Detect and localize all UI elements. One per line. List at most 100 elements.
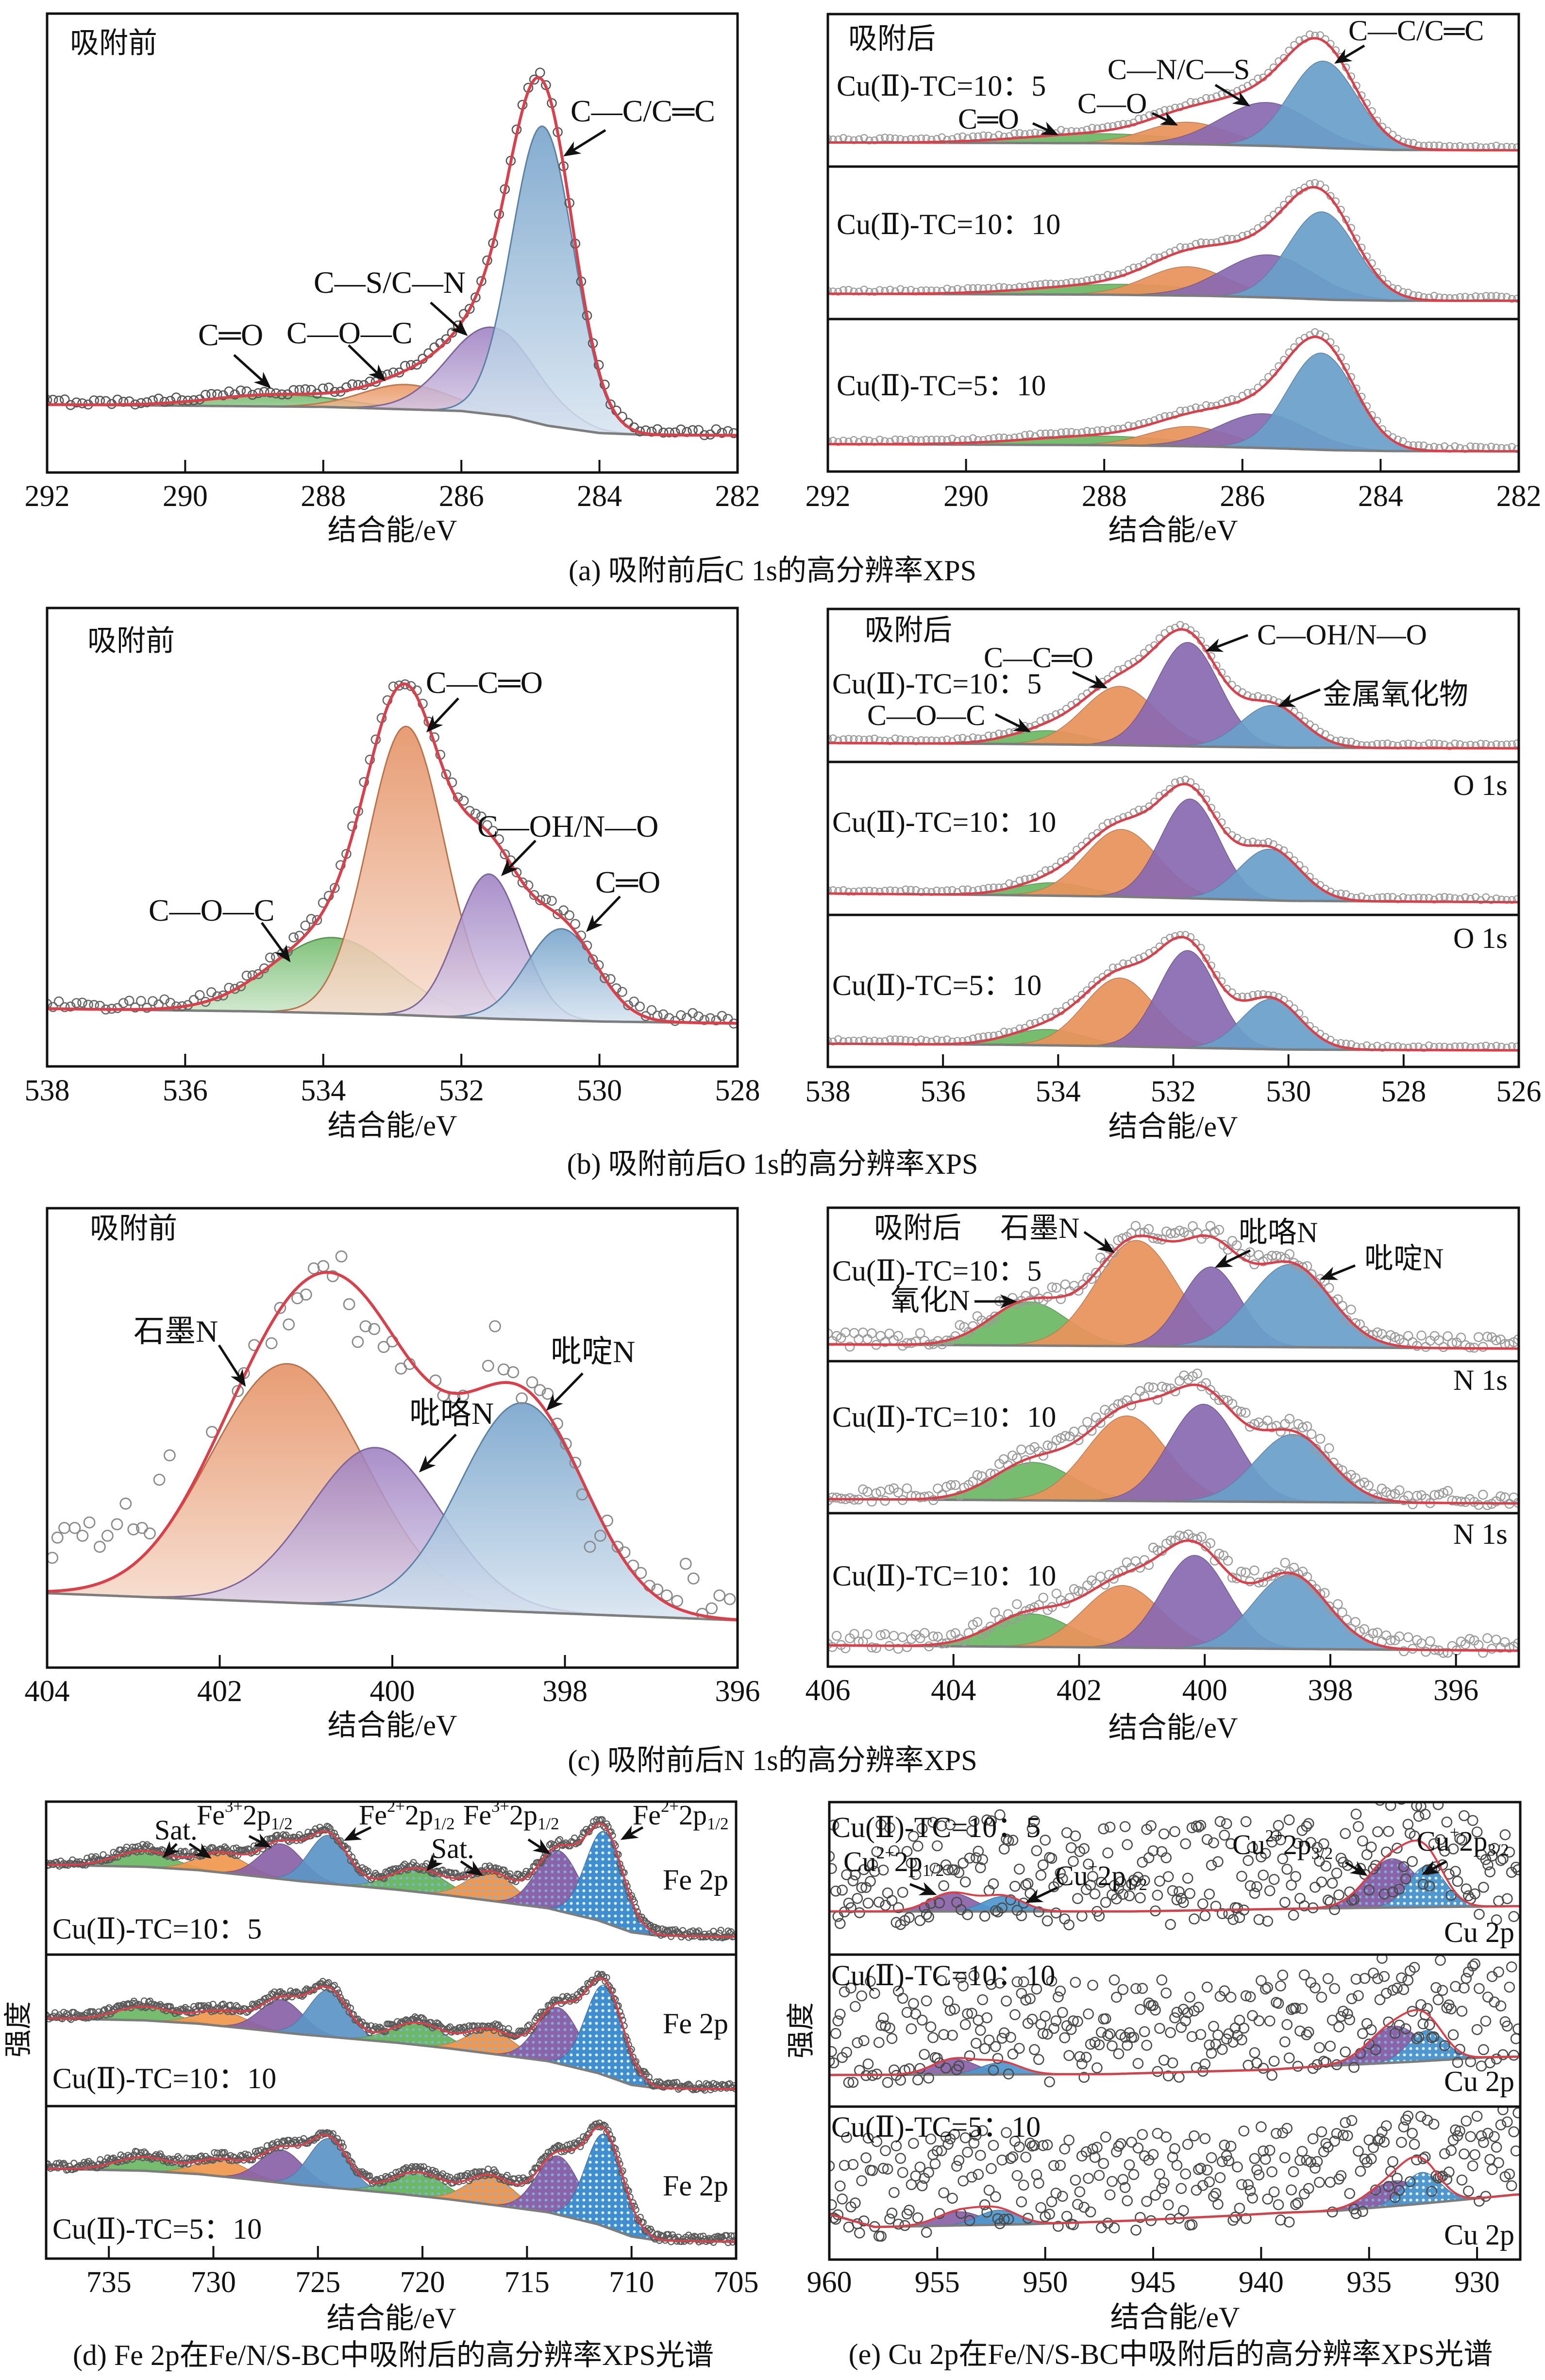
- data-point: [834, 2009, 846, 2020]
- fit-envelope: [47, 2126, 735, 2243]
- data-point: [1154, 1875, 1165, 1887]
- data-point: [461, 2023, 469, 2031]
- data-point: [986, 2163, 997, 2174]
- data-point: [964, 1853, 975, 1864]
- data-point: [1290, 1871, 1301, 1882]
- spectrum-subplot: [829, 621, 1518, 750]
- data-point: [554, 1837, 562, 1844]
- data-point: [1214, 1816, 1226, 1827]
- data-point: [938, 1880, 949, 1891]
- data-point: [1176, 243, 1184, 251]
- data-point: [326, 1825, 334, 1832]
- data-point: [1425, 1636, 1435, 1646]
- data-point: [1385, 1803, 1396, 1811]
- data-point: [1310, 1882, 1321, 1893]
- data-point: [942, 1864, 954, 1875]
- data-point: [1232, 2161, 1243, 2173]
- data-point: [966, 2171, 977, 2183]
- data-point: [1212, 2198, 1224, 2210]
- data-point: [829, 1037, 832, 1045]
- data-point: [953, 2060, 965, 2072]
- data-point: [1464, 1634, 1475, 1644]
- data-point: [1482, 1500, 1493, 1510]
- data-point: [48, 999, 52, 1009]
- data-point: [1487, 292, 1495, 300]
- data-point: [1001, 2127, 1012, 2138]
- data-point: [1096, 2222, 1107, 2233]
- tick-label: 528: [715, 1074, 760, 1107]
- data-point: [923, 1911, 934, 1923]
- data-point: [470, 809, 481, 819]
- data-point: [1041, 1915, 1053, 1926]
- x-axis-label: 结合能/eV: [1108, 1111, 1238, 1143]
- data-point: [832, 2015, 844, 2026]
- data-point: [1070, 1976, 1081, 1988]
- data-point: [705, 1013, 716, 1023]
- data-point: [1381, 2120, 1392, 2131]
- x-axis-label: 结合能/eV: [1108, 514, 1238, 546]
- label-base: Cu: [1055, 1860, 1088, 1891]
- region-label: Cu 2p: [1444, 1916, 1515, 1948]
- data-point: [1214, 1225, 1225, 1235]
- data-point: [1199, 2133, 1211, 2144]
- fit-envelope: [830, 2156, 1519, 2228]
- data-point: [1044, 2076, 1055, 2088]
- y-axis-label: 强度: [785, 2002, 817, 2059]
- data-point: [1482, 1633, 1493, 1643]
- data-point: [1450, 1866, 1461, 1877]
- data-point: [1167, 1885, 1178, 1896]
- data-point: [1443, 1648, 1453, 1658]
- x-axis-label: 结合能/eV: [1110, 2301, 1240, 2333]
- data-point: [1035, 1870, 1047, 1881]
- data-point: [1435, 1956, 1446, 1966]
- spectrum-subplot: [47, 1816, 735, 1941]
- data-point: [959, 1636, 969, 1647]
- data-point: [927, 2032, 939, 2043]
- data-point: [1008, 1293, 1018, 1303]
- data-point: [1057, 2007, 1068, 2018]
- data-point: [394, 680, 404, 691]
- data-point: [1413, 1811, 1425, 1822]
- data-point: [1504, 2168, 1515, 2180]
- label-orbital: 2p: [679, 1799, 707, 1831]
- data-point: [1273, 1820, 1284, 1831]
- data-point: [1046, 2196, 1058, 2208]
- tick-label: 940: [1239, 2266, 1284, 2299]
- sample-label: Cu(Ⅱ)-TC=5：10: [831, 2111, 1041, 2143]
- data-point: [936, 2145, 947, 2157]
- data-point: [526, 1376, 538, 1388]
- data-point: [1273, 2199, 1284, 2211]
- data-point: [1482, 292, 1490, 300]
- data-point: [1506, 1961, 1517, 1973]
- data-point: [933, 1632, 943, 1642]
- data-point: [1262, 1982, 1273, 1993]
- data-point: [253, 388, 264, 398]
- data-point: [1205, 1221, 1216, 1231]
- data-point: [1381, 1988, 1392, 1999]
- data-point: [1275, 1980, 1286, 1992]
- data-point: [1512, 2023, 1519, 2035]
- data-point: [1482, 1332, 1493, 1342]
- data-point: [964, 2050, 975, 2061]
- data-point: [958, 734, 967, 742]
- data-point: [482, 1360, 494, 1372]
- spectrum-subplot: [829, 328, 1518, 453]
- data-point: [1053, 1991, 1064, 2003]
- data-point: [535, 895, 545, 906]
- data-point: [363, 2022, 370, 2029]
- plot-frame: [826, 1206, 1520, 1668]
- tick-label: 530: [1266, 1075, 1311, 1108]
- annotation-label: Fe3+2p1/2: [197, 1798, 293, 1832]
- data-point: [944, 2005, 956, 2016]
- data-point: [1251, 2057, 1262, 2069]
- data-point: [1459, 1810, 1470, 1822]
- annotation-label: C—O—C: [867, 699, 986, 731]
- data-point: [1346, 1993, 1358, 2005]
- data-point: [1402, 1819, 1414, 1830]
- data-point: [834, 287, 842, 296]
- data-point: [325, 1823, 332, 1831]
- fit-envelope: [829, 186, 1518, 302]
- data-point: [332, 1990, 339, 1997]
- data-point: [1441, 2002, 1453, 2014]
